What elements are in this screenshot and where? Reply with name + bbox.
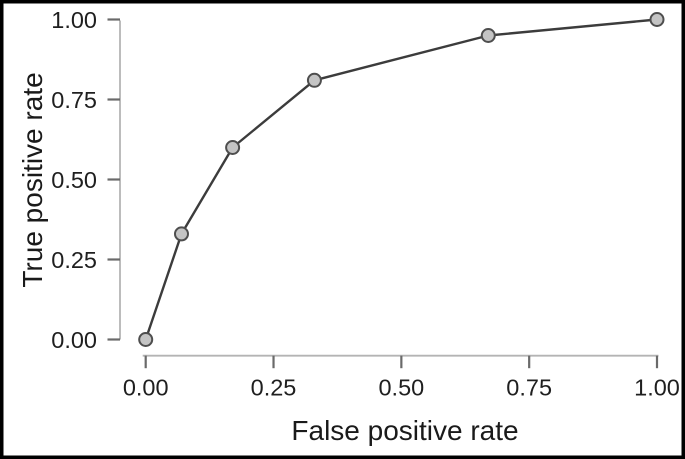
y-axis-tick-label: 0.50: [51, 167, 97, 193]
data-point: [173, 226, 189, 242]
x-axis-tick-label: 1.00: [634, 375, 680, 401]
x-axis-tick-label: 0.25: [251, 375, 297, 401]
data-point: [306, 72, 322, 88]
roc-curve-line: [144, 18, 659, 341]
y-axis-title: True positive rate: [17, 72, 48, 288]
y-axis-tick-label: 0.25: [51, 247, 97, 273]
data-point: [225, 140, 241, 155]
x-axis-tick-label: 0.50: [378, 375, 424, 401]
y-axis-tick-label: 0.00: [51, 327, 97, 353]
data-point: [138, 332, 154, 347]
x-axis-title: False positive rate: [291, 415, 519, 446]
data-point: [649, 12, 665, 27]
y-axis-tick-label: 1.00: [51, 7, 97, 33]
data-point: [480, 28, 496, 43]
y-axis-tick-label: 0.75: [51, 87, 97, 113]
x-axis-tick-label: 0.75: [506, 375, 552, 401]
x-axis-tick-label: 0.00: [123, 375, 169, 401]
